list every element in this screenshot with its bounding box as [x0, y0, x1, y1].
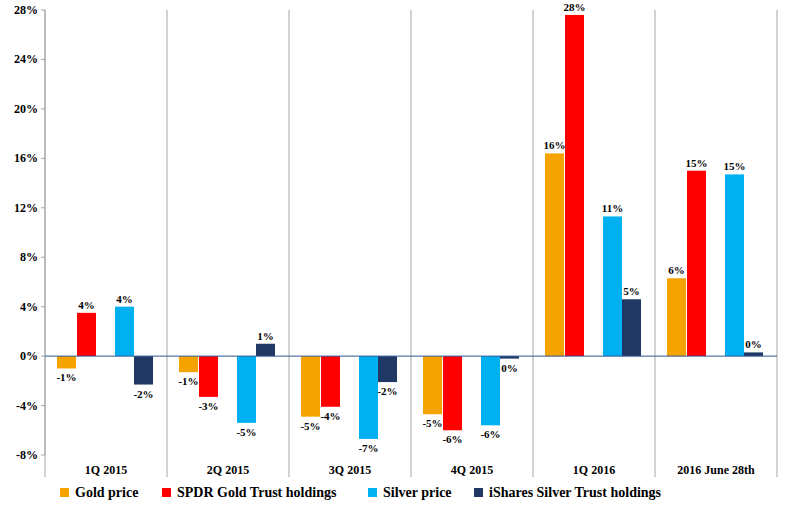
category-label: 4Q 2015 [451, 463, 493, 477]
bar [115, 307, 134, 356]
data-label: 5% [623, 285, 640, 297]
y-tick [41, 158, 45, 159]
legend: Gold price SPDR Gold Trust holdings Silver… [60, 485, 662, 500]
bar [321, 356, 340, 407]
bar [179, 356, 198, 372]
y-tick [41, 207, 45, 208]
bar [443, 356, 462, 430]
bar [359, 356, 378, 439]
category-divider [411, 10, 412, 477]
bar [725, 174, 744, 356]
data-label: -1% [56, 371, 76, 383]
y-tick-label: -4% [16, 399, 38, 413]
category-divider [533, 10, 534, 477]
bar [57, 356, 76, 368]
legend-label: SPDR Gold Trust holdings [177, 485, 337, 500]
data-label: -6% [442, 433, 462, 445]
data-label: 4% [78, 299, 95, 311]
chart: -8% -4% 0% 4% 8% 12% 16% 20% 24% 28% -1% -1% -5% -5% 1… [0, 0, 789, 515]
category-divider [167, 10, 168, 477]
y-tick [41, 455, 45, 456]
data-label: -1% [178, 375, 198, 387]
bar [237, 356, 256, 423]
category-label: 2016 June 28th [677, 463, 755, 477]
data-label: 0% [501, 362, 518, 374]
data-label: -5% [236, 426, 256, 438]
data-label: -6% [480, 428, 500, 440]
y-tick-label: 0% [20, 349, 38, 363]
bars [57, 15, 763, 439]
bar [301, 356, 320, 417]
y-tick-label: 20% [14, 102, 38, 116]
y-tick-label: 24% [14, 52, 38, 66]
data-label: -4% [320, 410, 340, 422]
y-tick-label: 4% [20, 300, 38, 314]
y-tick-label: 8% [20, 250, 38, 264]
data-label: -5% [422, 417, 442, 429]
data-label: 15% [724, 160, 746, 172]
category-divider [777, 10, 778, 477]
bar [622, 299, 641, 356]
y-tick [41, 257, 45, 258]
bar [481, 356, 500, 425]
bar [744, 352, 763, 356]
category-divider [655, 10, 656, 477]
y-tick [41, 356, 45, 357]
category-label: 2Q 2015 [207, 463, 249, 477]
category-divider [289, 10, 290, 477]
y-tick-label: -8% [16, 448, 38, 462]
category-divider [45, 10, 46, 477]
bar [134, 356, 153, 384]
y-tick [41, 306, 45, 307]
bar [545, 153, 564, 356]
data-label: 6% [668, 264, 685, 276]
bar [423, 356, 442, 414]
data-label: 1% [257, 330, 274, 342]
category-label: 3Q 2015 [329, 463, 371, 477]
data-label: -7% [358, 442, 378, 454]
data-label: 4% [116, 293, 133, 305]
data-label: 28% [564, 1, 586, 13]
legend-label: iShares Silver Trust holdings [489, 485, 662, 500]
y-tick [41, 10, 45, 11]
data-label: -2% [133, 388, 153, 400]
data-label: 0% [745, 338, 762, 350]
bar [687, 171, 706, 356]
data-label: -3% [198, 400, 218, 412]
bar [256, 344, 275, 356]
data-label: -5% [300, 420, 320, 432]
y-tick-label: 16% [14, 151, 38, 165]
bar [603, 216, 622, 356]
data-label: 11% [602, 202, 623, 214]
y-tick-label: 28% [14, 3, 38, 17]
legend-swatch [474, 488, 483, 497]
bar [199, 356, 218, 397]
y-tick [41, 108, 45, 109]
y-tick-label: 12% [14, 201, 38, 215]
legend-swatch [60, 488, 69, 497]
data-label: 15% [686, 157, 708, 169]
legend-label: Silver price [383, 485, 452, 500]
zero-line [45, 356, 777, 357]
legend-swatch [368, 488, 377, 497]
legend-swatch [162, 488, 171, 497]
bar [77, 313, 96, 356]
data-label: -2% [377, 385, 397, 397]
y-tick [41, 59, 45, 60]
data-label: 16% [544, 139, 566, 151]
category-label: 1Q 2016 [573, 463, 615, 477]
bar [378, 356, 397, 382]
bar [565, 15, 584, 356]
y-axis-line [45, 10, 46, 455]
y-tick [41, 405, 45, 406]
bar [667, 278, 686, 356]
category-label: 1Q 2015 [85, 463, 127, 477]
legend-label: Gold price [75, 485, 138, 500]
